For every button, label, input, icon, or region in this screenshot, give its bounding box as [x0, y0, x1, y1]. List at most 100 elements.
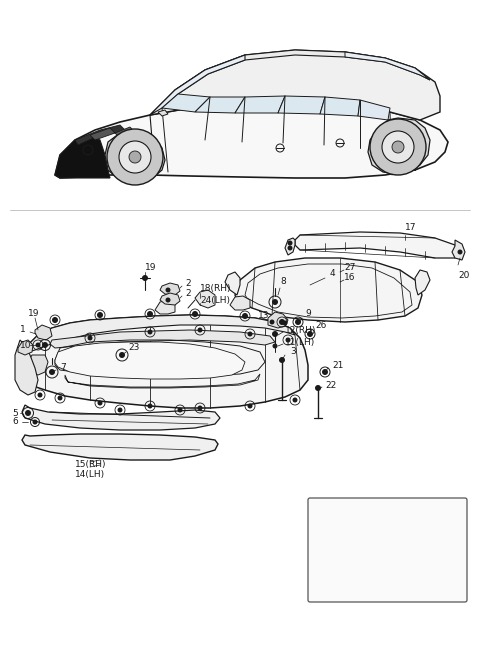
Polygon shape	[35, 325, 52, 340]
Polygon shape	[18, 340, 33, 355]
Polygon shape	[345, 52, 430, 80]
Text: 27: 27	[344, 264, 355, 273]
Circle shape	[279, 357, 285, 363]
Text: 8: 8	[280, 277, 286, 286]
Circle shape	[142, 275, 148, 281]
Polygon shape	[115, 127, 135, 138]
Circle shape	[279, 319, 285, 325]
Polygon shape	[90, 128, 115, 140]
Circle shape	[178, 408, 182, 413]
Polygon shape	[50, 330, 275, 348]
Polygon shape	[155, 300, 175, 314]
Circle shape	[288, 245, 292, 251]
Text: 5: 5	[12, 408, 18, 417]
Text: 21: 21	[332, 361, 343, 370]
Polygon shape	[55, 104, 448, 178]
Circle shape	[197, 406, 203, 411]
Text: 16: 16	[344, 273, 356, 283]
Text: 20: 20	[458, 271, 469, 279]
Text: 11(LH): 11(LH)	[285, 337, 315, 346]
Polygon shape	[160, 283, 180, 295]
Circle shape	[87, 335, 93, 340]
Text: 10: 10	[20, 340, 32, 350]
Circle shape	[97, 312, 103, 318]
Text: 22: 22	[325, 380, 336, 389]
Circle shape	[197, 327, 203, 333]
Text: (ATTACHED TO THE: (ATTACHED TO THE	[345, 514, 431, 523]
Polygon shape	[285, 238, 295, 255]
Circle shape	[273, 344, 277, 348]
Polygon shape	[415, 270, 430, 295]
Circle shape	[272, 331, 278, 337]
Text: 12(RH): 12(RH)	[285, 326, 316, 335]
Polygon shape	[55, 135, 110, 178]
Circle shape	[358, 553, 362, 557]
Circle shape	[58, 396, 62, 400]
Circle shape	[286, 337, 290, 342]
Text: 9: 9	[305, 309, 311, 318]
Circle shape	[457, 249, 463, 255]
Text: 18(RH): 18(RH)	[200, 283, 231, 292]
Text: 23: 23	[128, 344, 139, 352]
Text: 17: 17	[405, 223, 417, 232]
Polygon shape	[22, 405, 220, 430]
Circle shape	[147, 329, 153, 335]
Circle shape	[97, 400, 103, 406]
Polygon shape	[195, 97, 245, 113]
Text: 2: 2	[185, 290, 191, 299]
Polygon shape	[225, 272, 240, 295]
Circle shape	[52, 317, 58, 323]
Circle shape	[370, 119, 426, 175]
Text: 24(LH): 24(LH)	[200, 296, 230, 305]
Polygon shape	[320, 97, 360, 116]
Circle shape	[248, 331, 252, 337]
Circle shape	[292, 398, 298, 402]
Polygon shape	[175, 50, 430, 94]
Circle shape	[307, 331, 313, 337]
Polygon shape	[295, 232, 460, 258]
Polygon shape	[368, 118, 430, 174]
Polygon shape	[105, 132, 165, 178]
Circle shape	[36, 342, 40, 348]
Polygon shape	[75, 125, 125, 145]
Circle shape	[25, 410, 31, 416]
Circle shape	[269, 320, 275, 324]
Text: 3: 3	[290, 348, 296, 357]
Polygon shape	[55, 342, 245, 379]
Text: 1: 1	[20, 326, 26, 335]
FancyBboxPatch shape	[308, 498, 467, 602]
Circle shape	[322, 369, 328, 375]
Circle shape	[42, 342, 48, 348]
Polygon shape	[150, 55, 245, 115]
Circle shape	[382, 131, 414, 163]
Polygon shape	[22, 434, 218, 460]
Polygon shape	[20, 315, 308, 408]
Circle shape	[166, 288, 170, 292]
Circle shape	[295, 319, 301, 325]
Circle shape	[147, 404, 153, 408]
Polygon shape	[162, 94, 210, 112]
Polygon shape	[278, 96, 325, 114]
Circle shape	[49, 369, 55, 375]
Text: NO.PLATE): NO.PLATE)	[364, 525, 411, 534]
Circle shape	[166, 298, 170, 303]
Polygon shape	[150, 50, 440, 120]
Circle shape	[107, 129, 163, 185]
Polygon shape	[235, 258, 422, 322]
Text: 26: 26	[315, 320, 326, 329]
Text: 15(RH): 15(RH)	[75, 460, 107, 469]
Circle shape	[147, 311, 153, 317]
Circle shape	[392, 141, 404, 153]
Text: 25: 25	[381, 583, 394, 593]
Text: 4: 4	[330, 270, 336, 279]
Polygon shape	[268, 312, 288, 328]
Polygon shape	[235, 96, 285, 113]
Text: 6: 6	[12, 417, 18, 426]
Circle shape	[119, 141, 151, 173]
Circle shape	[37, 393, 43, 398]
Polygon shape	[452, 240, 465, 260]
Circle shape	[129, 151, 141, 163]
Circle shape	[192, 311, 198, 317]
Circle shape	[248, 404, 252, 408]
Polygon shape	[25, 315, 295, 352]
